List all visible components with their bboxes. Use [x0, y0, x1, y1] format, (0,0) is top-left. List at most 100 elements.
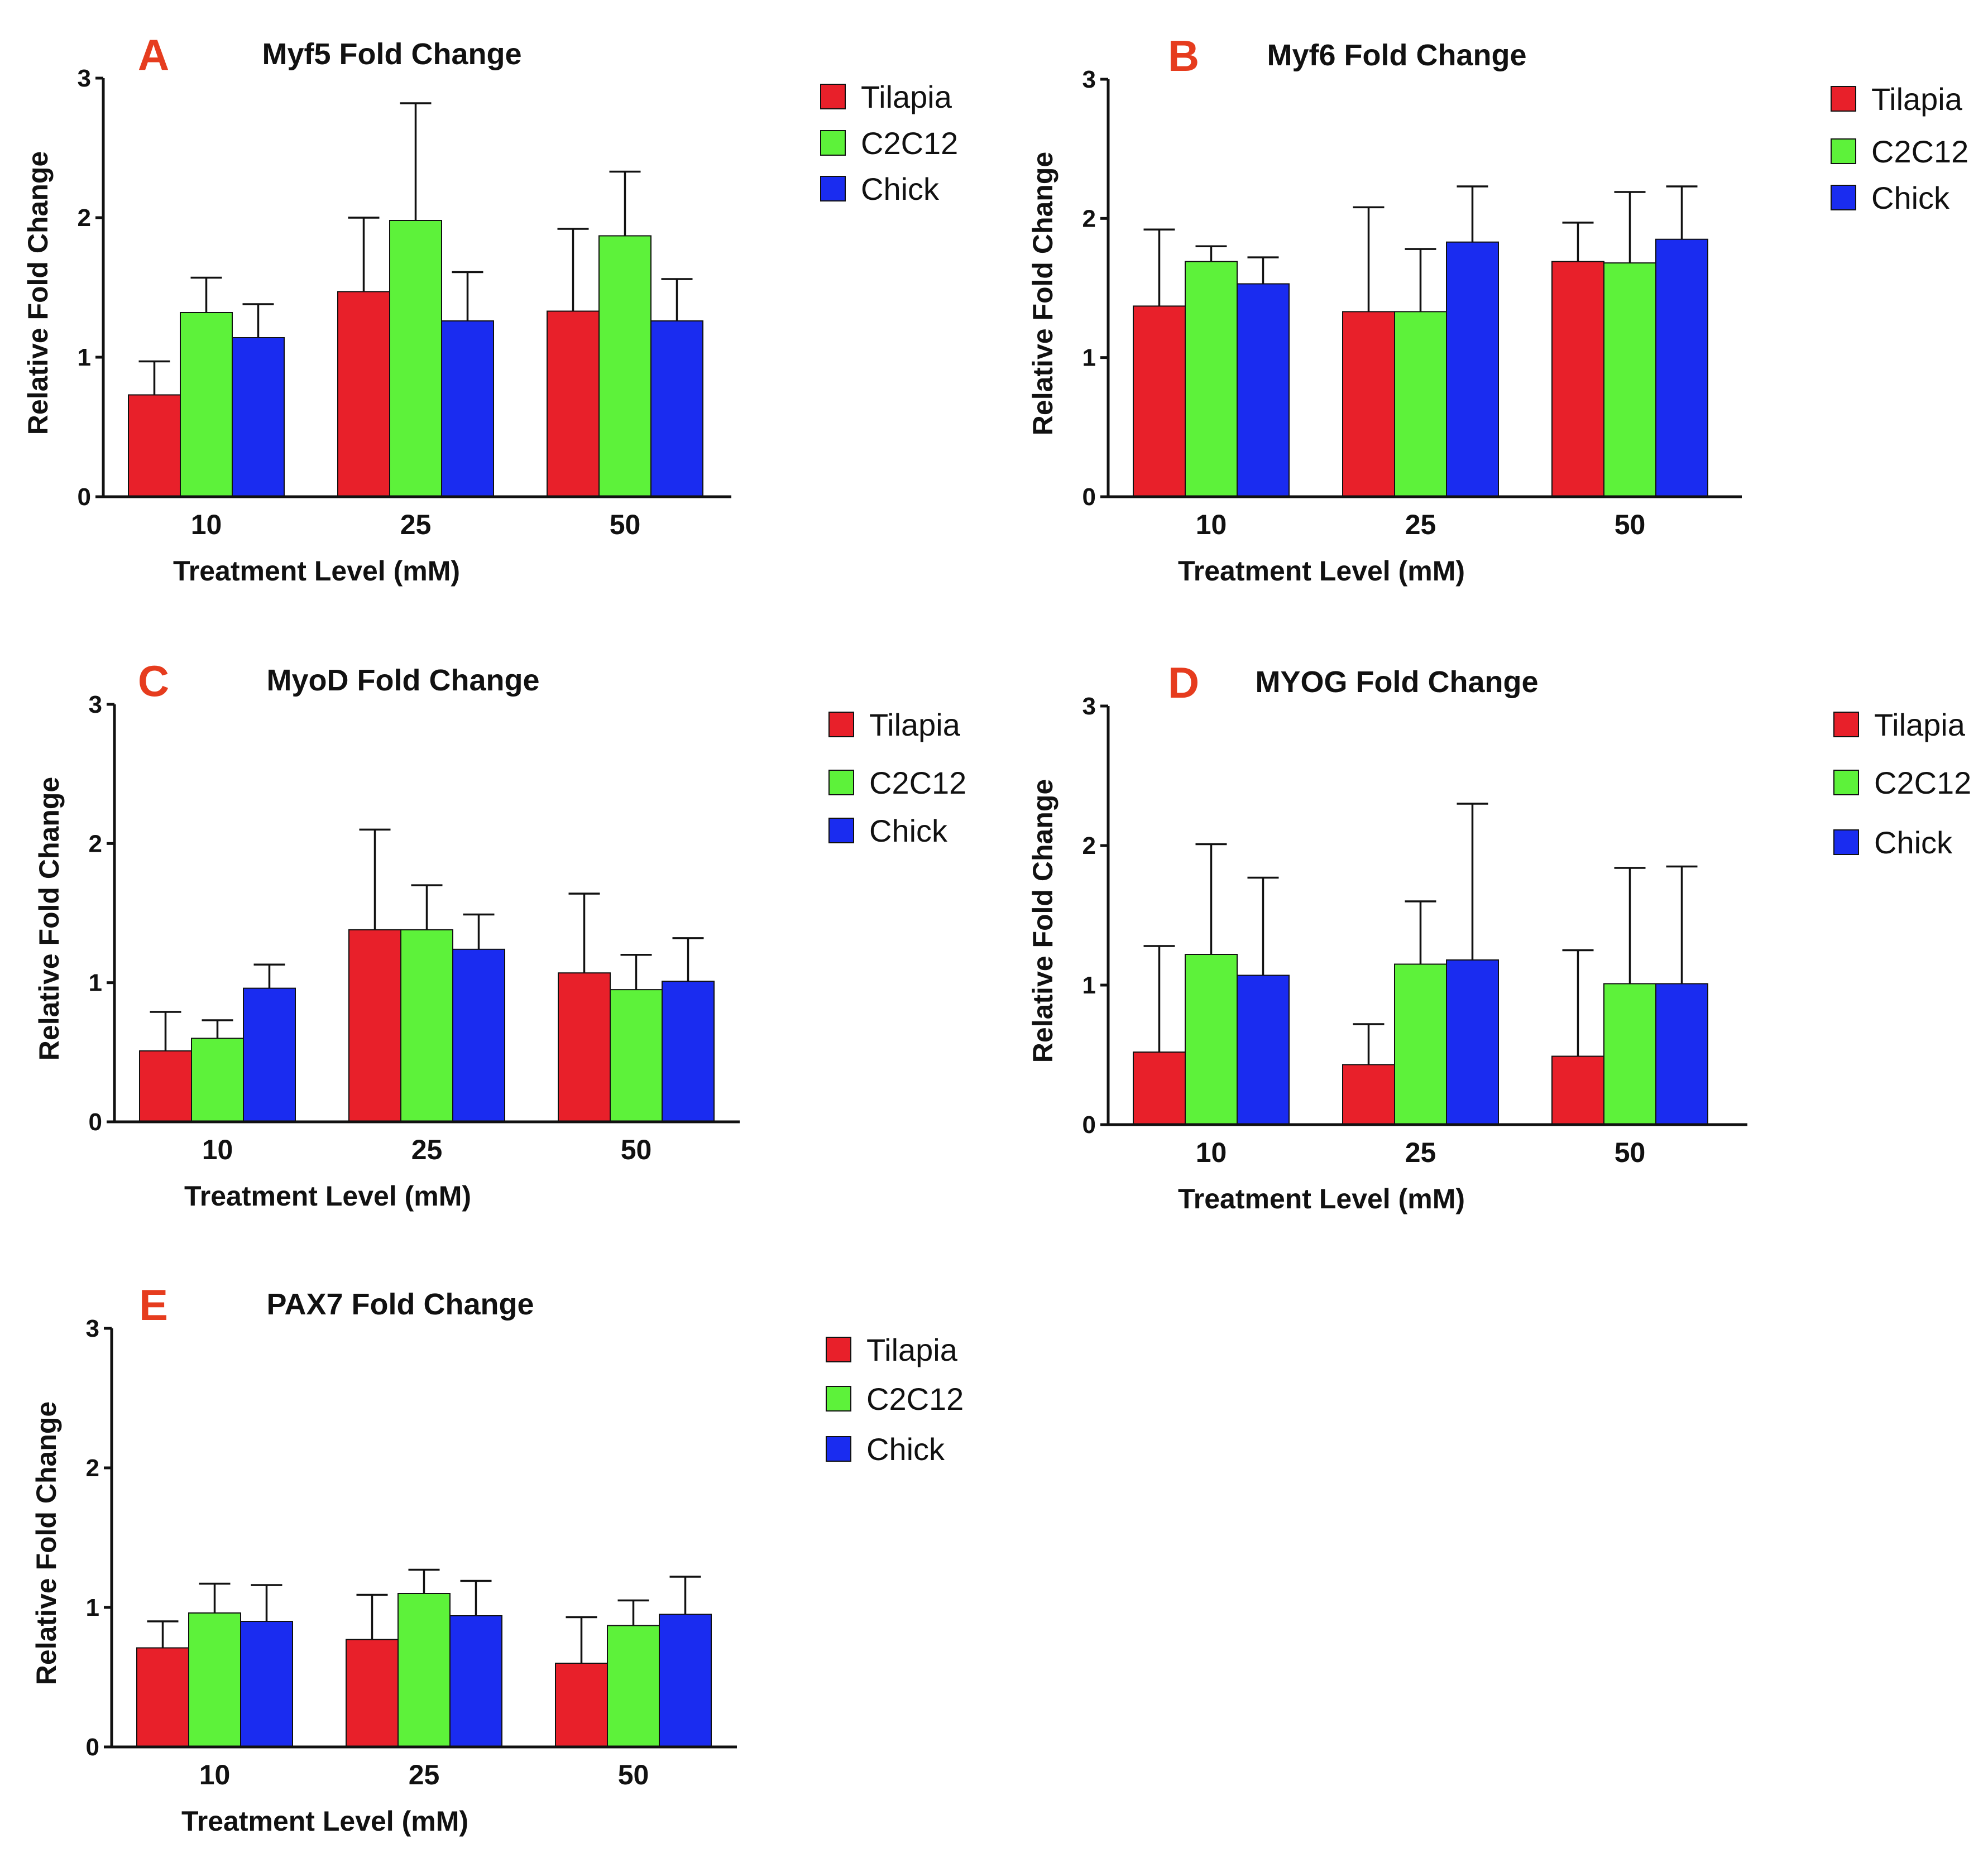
x-tick-label: 25 — [409, 1759, 440, 1790]
legend-swatch-c2c12 — [820, 130, 846, 156]
bar-tilapia-50 — [558, 972, 611, 1123]
bar-c2c12-10 — [180, 312, 233, 497]
bar-tilapia-25 — [348, 929, 401, 1123]
legend-swatch-tilapia — [820, 84, 846, 109]
x-axis-label: Treatment Level (mM) — [184, 1180, 471, 1212]
legend-swatch-c2c12 — [826, 1386, 851, 1411]
legend-label-tilapia: Tilapia — [869, 707, 961, 742]
bar-c2c12-10 — [188, 1612, 241, 1747]
legend-swatch-c2c12 — [1833, 770, 1859, 795]
x-tick-label: 50 — [618, 1759, 649, 1790]
legend-label-c2c12: C2C12 — [869, 765, 966, 800]
bar-c2c12-25 — [400, 929, 453, 1123]
bar-c2c12-25 — [1394, 963, 1447, 1125]
x-axis-label: Treatment Level (mM) — [1178, 1183, 1465, 1214]
legend-label-c2c12: C2C12 — [1874, 765, 1971, 800]
chart-panel-d: D MYOG Fold Change 0 1 2 3 10 25 50 Treatment Lev… — [1027, 658, 1971, 1214]
x-axis-label: Treatment Level (mM) — [1178, 555, 1465, 587]
bar-chick-50 — [662, 981, 715, 1122]
bar-c2c12-50 — [607, 1625, 660, 1747]
chart-title: MyoD Fold Change — [267, 664, 540, 697]
bar-tilapia-50 — [1551, 261, 1604, 497]
bar-c2c12-10 — [191, 1038, 244, 1123]
bar-tilapia-10 — [1133, 1052, 1186, 1125]
bar-c2c12-50 — [1603, 983, 1656, 1125]
legend: Tilapia C2C12 Chick — [820, 79, 958, 207]
legend-label-chick: Chick — [1874, 825, 1953, 860]
legend-label-chick: Chick — [861, 171, 940, 207]
panel-letter: B — [1168, 31, 1199, 80]
bar-c2c12-10 — [1185, 954, 1238, 1125]
legend: Tilapia C2C12 Chick — [1831, 81, 1968, 215]
bar-chick-10 — [1237, 974, 1290, 1125]
bar-chick-10 — [240, 1621, 293, 1747]
y-tick-label: 0 — [86, 1734, 99, 1761]
legend: Tilapia C2C12 Chick — [826, 1332, 964, 1467]
bar-chick-25 — [441, 320, 494, 497]
bar-tilapia-10 — [136, 1647, 189, 1747]
bar-c2c12-25 — [389, 220, 442, 497]
x-tick-label: 50 — [1615, 509, 1646, 540]
bar-chick-25 — [1446, 241, 1499, 497]
legend-swatch-chick — [1831, 185, 1856, 210]
bar-chick-10 — [243, 987, 296, 1123]
legend: Tilapia C2C12 Chick — [1833, 707, 1971, 860]
chart-title: Myf6 Fold Change — [1267, 39, 1526, 72]
y-axis-label: Relative Fold Change — [1027, 152, 1058, 435]
bar-chick-10 — [232, 337, 285, 497]
y-tick-label: 1 — [1082, 972, 1096, 999]
chart-panel-b: B Myf6 Fold Change 0 1 2 3 10 25 50 Treatment Lev… — [1027, 31, 1968, 587]
legend-label-chick: Chick — [869, 813, 948, 848]
bar-c2c12-50 — [598, 235, 652, 497]
y-tick-label: 1 — [86, 1594, 99, 1621]
legend-label-chick: Chick — [866, 1432, 945, 1467]
x-tick-label: 25 — [400, 509, 432, 540]
y-axis-label: Relative Fold Change — [1027, 779, 1058, 1063]
x-tick-label: 50 — [1615, 1137, 1646, 1168]
y-tick-label: 1 — [1082, 344, 1096, 372]
legend: Tilapia C2C12 Chick — [828, 707, 966, 848]
chart-title: MYOG Fold Change — [1256, 665, 1539, 699]
bar-c2c12-25 — [397, 1593, 451, 1747]
bar-tilapia-10 — [128, 394, 181, 497]
x-axis-label: Treatment Level (mM) — [181, 1806, 468, 1837]
bar-tilapia-50 — [555, 1663, 608, 1747]
bar-c2c12-25 — [1394, 311, 1447, 497]
bar-chick-50 — [1655, 238, 1708, 497]
bar-chick-25 — [452, 948, 505, 1122]
legend-label-tilapia: Tilapia — [1874, 707, 1966, 742]
bar-c2c12-10 — [1185, 261, 1238, 497]
x-tick-label: 25 — [1405, 509, 1436, 540]
y-tick-label: 2 — [89, 830, 102, 857]
bar-c2c12-50 — [1603, 262, 1656, 497]
bar-tilapia-10 — [1133, 305, 1186, 497]
bar-tilapia-10 — [139, 1050, 192, 1122]
y-tick-label: 3 — [86, 1315, 99, 1342]
legend-label-tilapia: Tilapia — [866, 1332, 958, 1367]
legend-swatch-chick — [826, 1436, 851, 1462]
y-tick-label: 3 — [1082, 66, 1096, 93]
legend-label-tilapia: Tilapia — [1871, 81, 1963, 117]
legend-label-chick: Chick — [1871, 180, 1950, 215]
y-axis-label: Relative Fold Change — [31, 1401, 62, 1685]
y-tick-label: 1 — [78, 344, 91, 371]
legend-swatch-tilapia — [828, 712, 854, 737]
chart-panel-e: E PAX7 Fold Change 0 1 2 3 10 25 50 Treatment Lev… — [31, 1280, 964, 1837]
chart-title: Myf5 Fold Change — [262, 37, 521, 71]
chart-panel-c: C MyoD Fold Change 0 1 2 3 10 25 50 Treatment Lev… — [33, 656, 966, 1212]
y-tick-label: 3 — [1082, 693, 1096, 720]
legend-swatch-chick — [1833, 829, 1859, 855]
legend-swatch-tilapia — [826, 1337, 851, 1362]
legend-label-c2c12: C2C12 — [1871, 134, 1968, 169]
legend-swatch-tilapia — [1833, 712, 1859, 737]
bar-tilapia-25 — [1342, 1064, 1395, 1125]
y-tick-label: 0 — [1082, 1111, 1096, 1139]
bar-c2c12-50 — [610, 989, 663, 1122]
legend-label-c2c12: C2C12 — [861, 126, 958, 161]
bar-tilapia-50 — [547, 310, 600, 497]
legend-swatch-chick — [820, 176, 846, 201]
x-tick-label: 10 — [202, 1134, 233, 1165]
x-tick-label: 10 — [199, 1759, 231, 1790]
legend-swatch-chick — [828, 818, 854, 843]
y-axis-label: Relative Fold Change — [33, 777, 65, 1060]
